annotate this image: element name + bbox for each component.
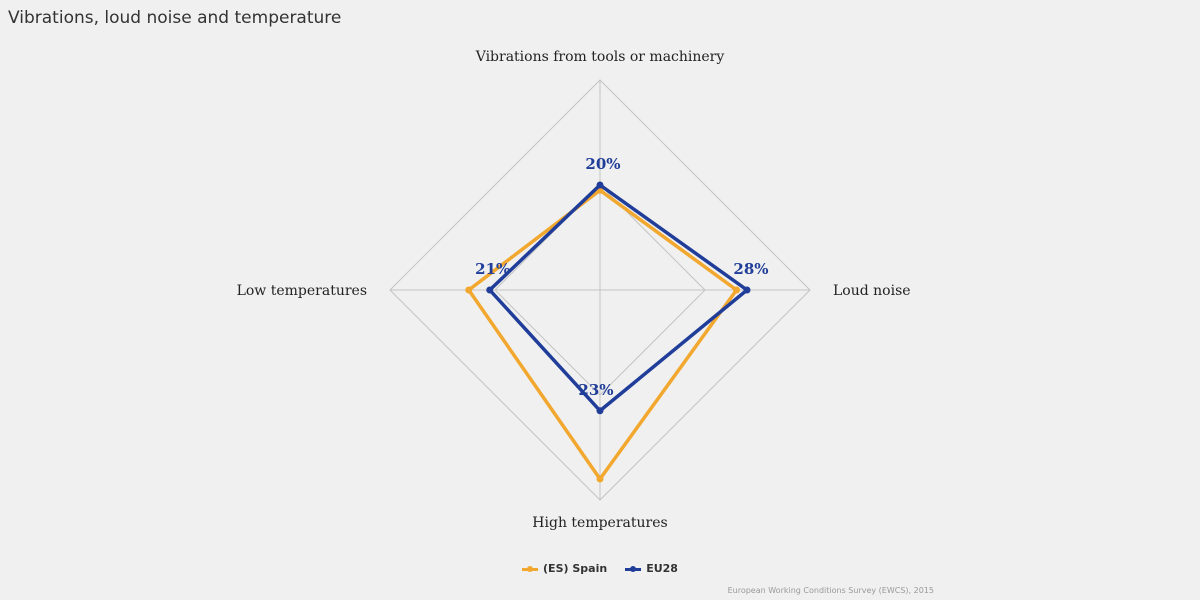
legend-item-spain[interactable]: (ES) Spain (522, 562, 607, 575)
series-point-es-spain-2[interactable] (733, 286, 740, 294)
axis-label-low-temperatures: Low temperatures (237, 283, 367, 299)
legend-swatch-eu28 (625, 564, 642, 574)
chart-legend: (ES) Spain EU28 (0, 562, 1200, 575)
data-label-eu28-1: 20% (585, 155, 620, 173)
axis-label-loud-noise: Loud noise (833, 283, 911, 299)
legend-label-eu28: EU28 (646, 562, 678, 575)
source-note: European Working Conditions Survey (EWCS… (727, 586, 934, 595)
radar-series (465, 181, 751, 483)
data-label-eu28-3: 23% (578, 381, 613, 399)
page-title: Vibrations, loud noise and temperature (8, 8, 342, 28)
data-label-eu28-4: 21% (475, 260, 510, 278)
series-point-es-spain-3[interactable] (596, 475, 604, 483)
legend-item-eu28[interactable]: EU28 (625, 562, 678, 575)
series-point-eu28-2[interactable] (743, 286, 751, 294)
legend-swatch-spain (522, 564, 539, 574)
data-labels: 20% 28% 23% 21% (475, 155, 768, 399)
series-point-eu28-1[interactable] (596, 181, 604, 189)
legend-label-spain: (ES) Spain (543, 562, 608, 575)
series-point-eu28-4[interactable] (486, 286, 494, 294)
series-point-es-spain-4[interactable] (465, 286, 473, 294)
series-line-es-spain (467, 188, 739, 481)
radar-grid (389, 79, 811, 501)
axis-label-high-temperatures: High temperatures (532, 515, 667, 531)
axis-label-vibrations: Vibrations from tools or machinery (475, 49, 725, 65)
data-label-eu28-2: 28% (733, 260, 768, 278)
series-point-eu28-3[interactable] (596, 407, 604, 415)
axis-labels: Vibrations from tools or machinery Loud … (237, 49, 911, 531)
